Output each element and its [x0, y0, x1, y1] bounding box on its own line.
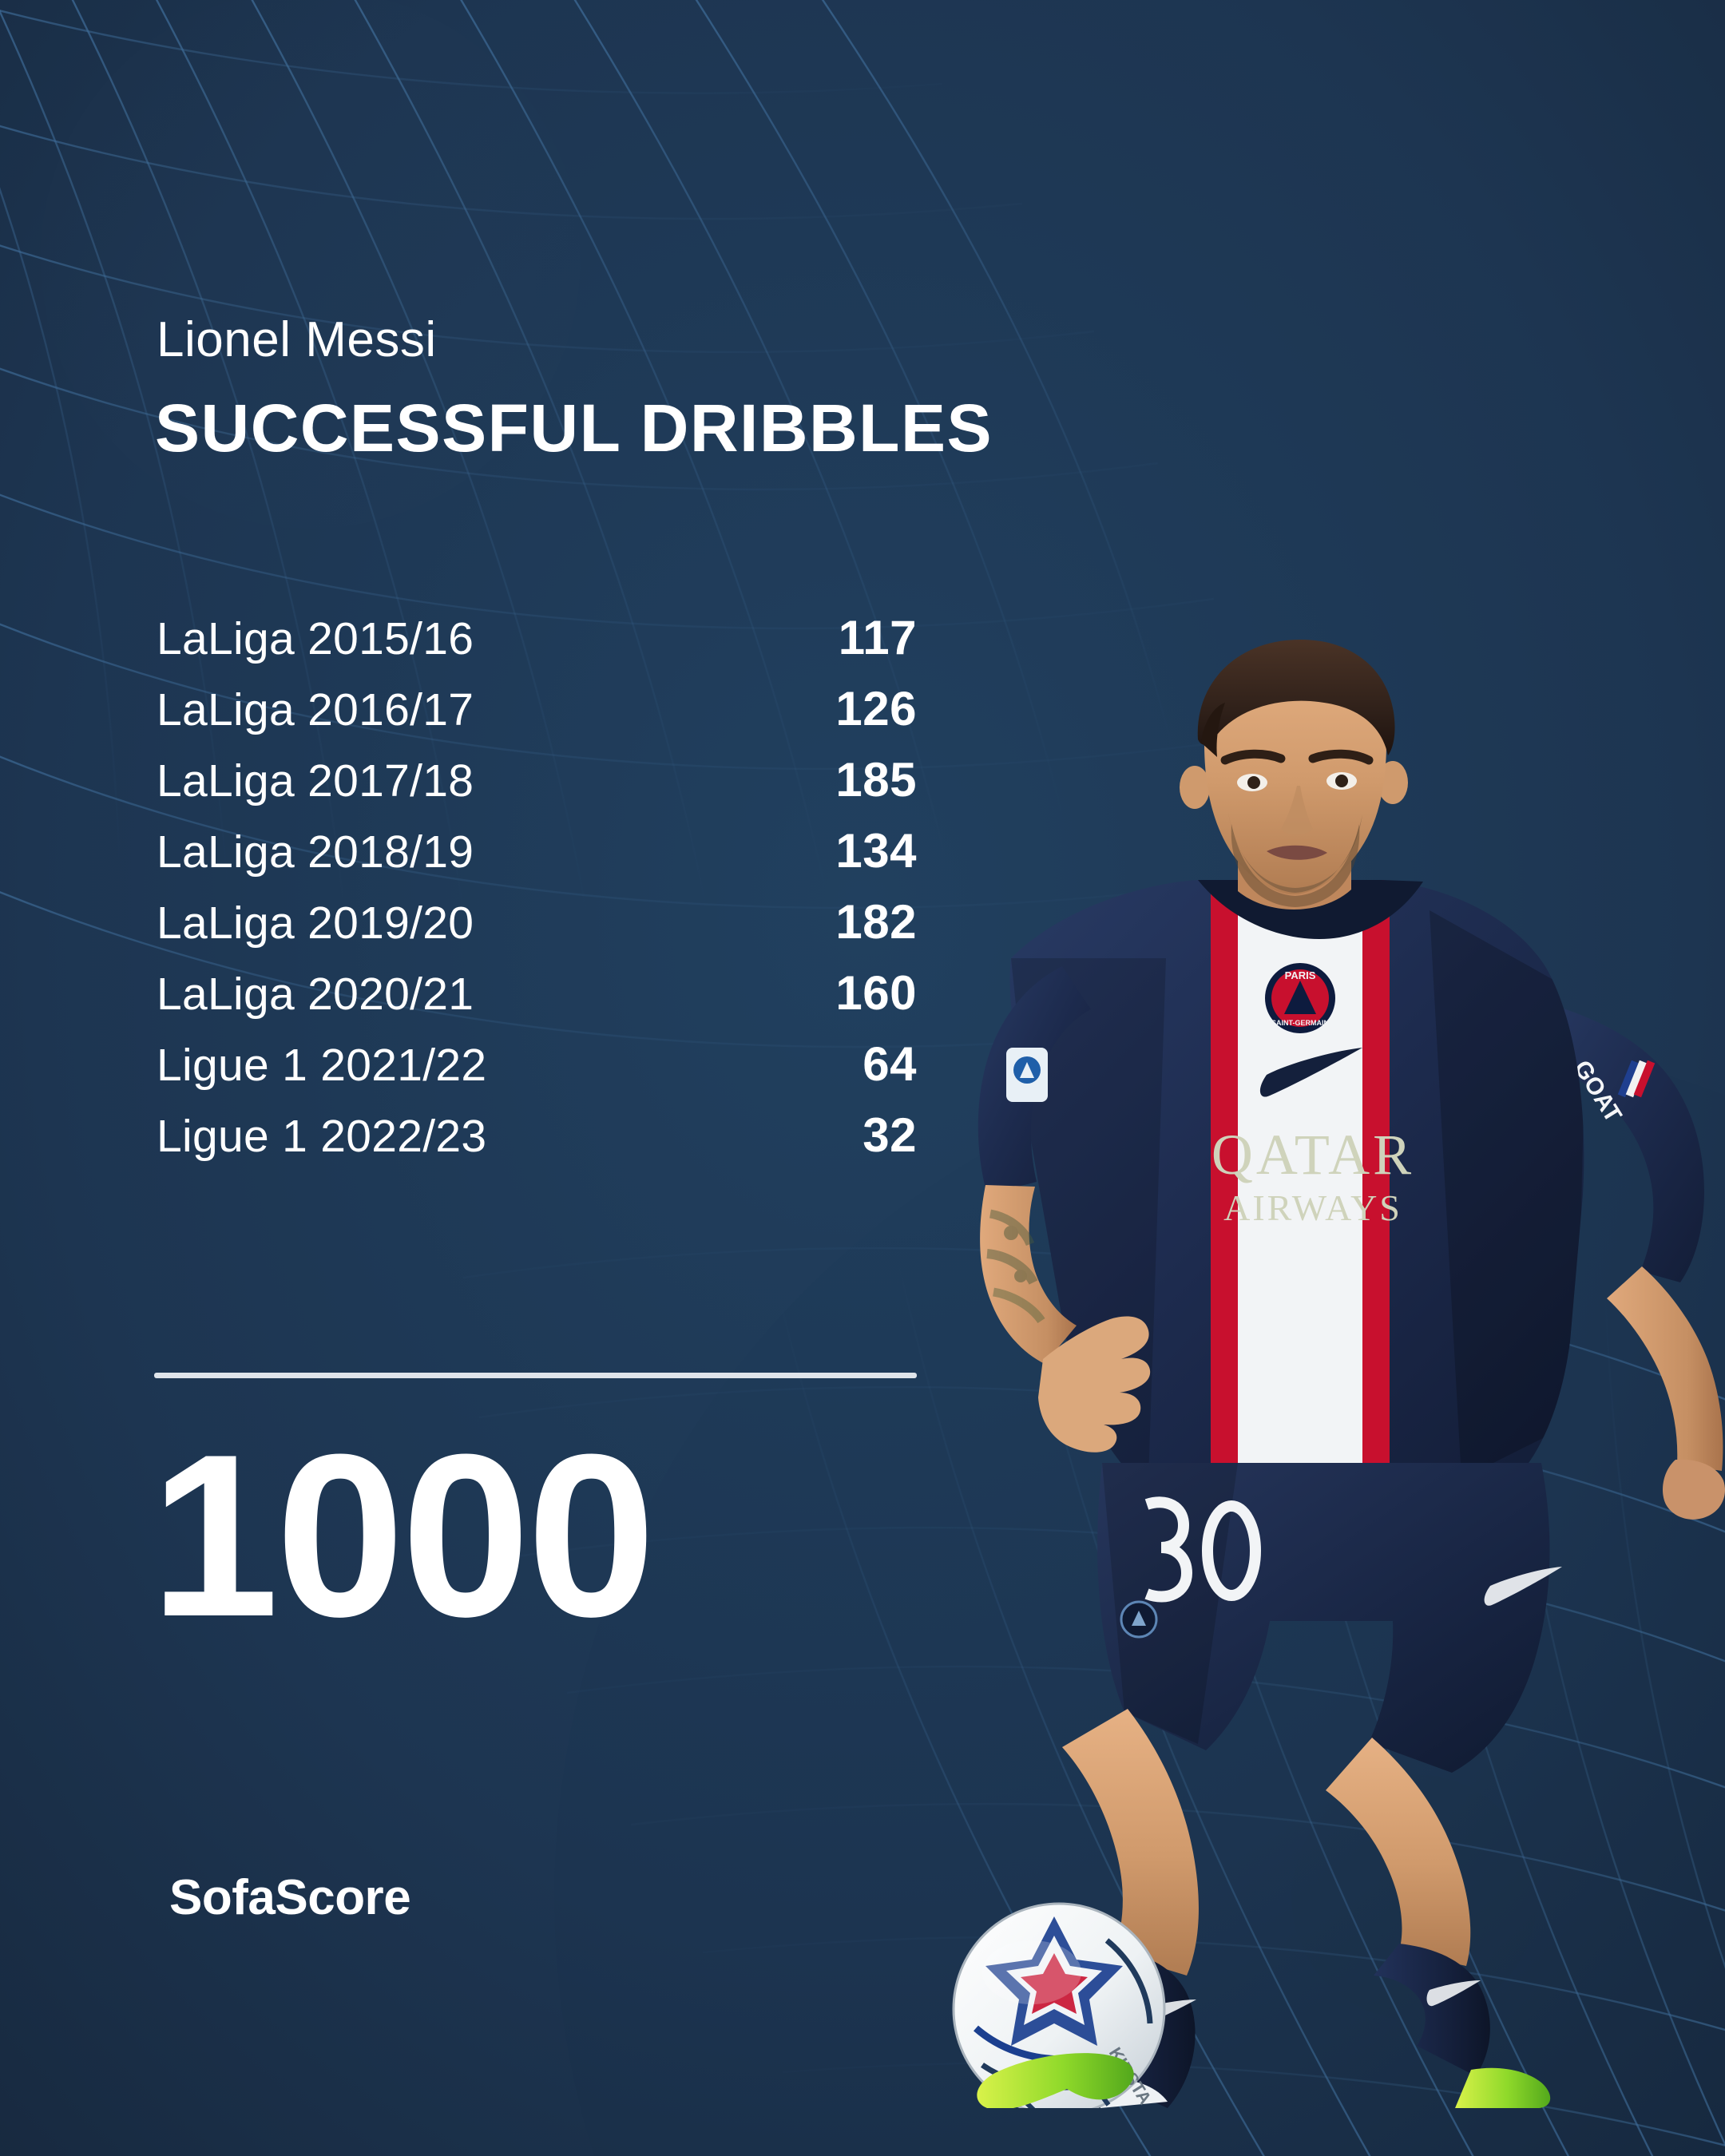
dribbles-value: 134	[835, 824, 917, 878]
left-hand	[1038, 1316, 1151, 1453]
shorts-nike-swoosh-icon	[1484, 1567, 1562, 1606]
total-divider	[154, 1373, 917, 1378]
table-row: LaLiga 2019/20 182	[157, 898, 917, 969]
season-label: LaLiga 2017/18	[157, 755, 474, 807]
table-row: LaLiga 2020/21 160	[157, 969, 917, 1040]
sleeve-flag	[1617, 1060, 1656, 1098]
table-row: LaLiga 2017/18 185	[157, 756, 917, 827]
sock-cuff	[1097, 2079, 1168, 2108]
rear-sock-nike-swoosh-icon	[1426, 1980, 1481, 2007]
dribbles-value: 64	[862, 1037, 917, 1091]
jersey-stripe-white	[1238, 880, 1362, 1479]
sleeve-goat-text: GOAT	[1568, 1056, 1627, 1127]
dribbles-value: 126	[835, 682, 917, 735]
table-row: LaLiga 2015/16 117	[157, 614, 917, 685]
dribbles-value: 182	[835, 895, 917, 949]
sponsor-airways: AIRWAYS	[1223, 1187, 1402, 1228]
page-title: SUCCESSFUL DRIBBLES	[155, 390, 993, 466]
right-forearm	[1607, 1266, 1723, 1471]
nike-swoosh-icon	[1259, 1048, 1362, 1097]
rear-thigh	[1326, 1738, 1471, 1966]
shorts-number	[1144, 1496, 1261, 1603]
jersey-stripe-red-right	[1362, 880, 1390, 1479]
season-label: LaLiga 2015/16	[157, 613, 474, 664]
jersey-stripe-red-left	[1211, 880, 1238, 1479]
dribbles-value: 160	[835, 966, 917, 1020]
rear-boot	[1455, 2067, 1551, 2109]
jersey	[1009, 880, 1584, 1479]
sofascore-logo: SofaScore	[169, 1870, 411, 1925]
psg-crest: PARIS SAINT-GERMAIN	[1262, 960, 1338, 1036]
sock-nike-swoosh-icon	[1136, 1999, 1196, 2026]
season-label: Ligue 1 2022/23	[157, 1111, 487, 1162]
season-stats-table: LaLiga 2015/16 117 LaLiga 2016/17 126 LaLiga…	[157, 614, 917, 1183]
season-label: LaLiga 2018/19	[157, 826, 474, 878]
jersey-collar	[1198, 880, 1423, 939]
table-row: Ligue 1 2022/23 32	[157, 1112, 917, 1183]
table-row: LaLiga 2016/17 126	[157, 685, 917, 756]
player-name-kicker: Lionel Messi	[157, 312, 437, 367]
total-value: 1000	[150, 1406, 656, 1665]
dribbles-value: 117	[838, 611, 917, 664]
rear-sock	[1374, 1944, 1490, 2076]
svg-text:SAINT-GERMAIN: SAINT-GERMAIN	[1271, 1019, 1329, 1027]
season-label: Ligue 1 2021/22	[157, 1040, 487, 1091]
table-row: LaLiga 2018/19 134	[157, 827, 917, 898]
ball-brand-text: KIPSTA	[1105, 2043, 1156, 2107]
season-label: LaLiga 2019/20	[157, 898, 474, 949]
content-column: Lionel Messi SUCCESSFUL DRIBBLES LaLiga …	[150, 312, 993, 1925]
right-sleeve	[1525, 998, 1704, 1282]
svg-text:PARIS: PARIS	[1285, 969, 1316, 981]
table-row: Ligue 1 2021/22 64	[157, 1040, 917, 1112]
season-label: LaLiga 2016/17	[157, 684, 474, 735]
right-hand	[1663, 1459, 1725, 1520]
sponsor-qatar: QATAR	[1211, 1123, 1414, 1187]
shorts	[1097, 1463, 1550, 1773]
front-thigh	[1062, 1709, 1199, 1976]
dribbles-value: 185	[835, 753, 917, 807]
dribbles-value: 32	[862, 1108, 917, 1162]
season-label: LaLiga 2020/21	[157, 969, 474, 1020]
shorts-ligue1-badge	[1120, 1600, 1158, 1639]
front-sock	[1056, 1950, 1196, 2108]
player-head	[1180, 639, 1408, 910]
